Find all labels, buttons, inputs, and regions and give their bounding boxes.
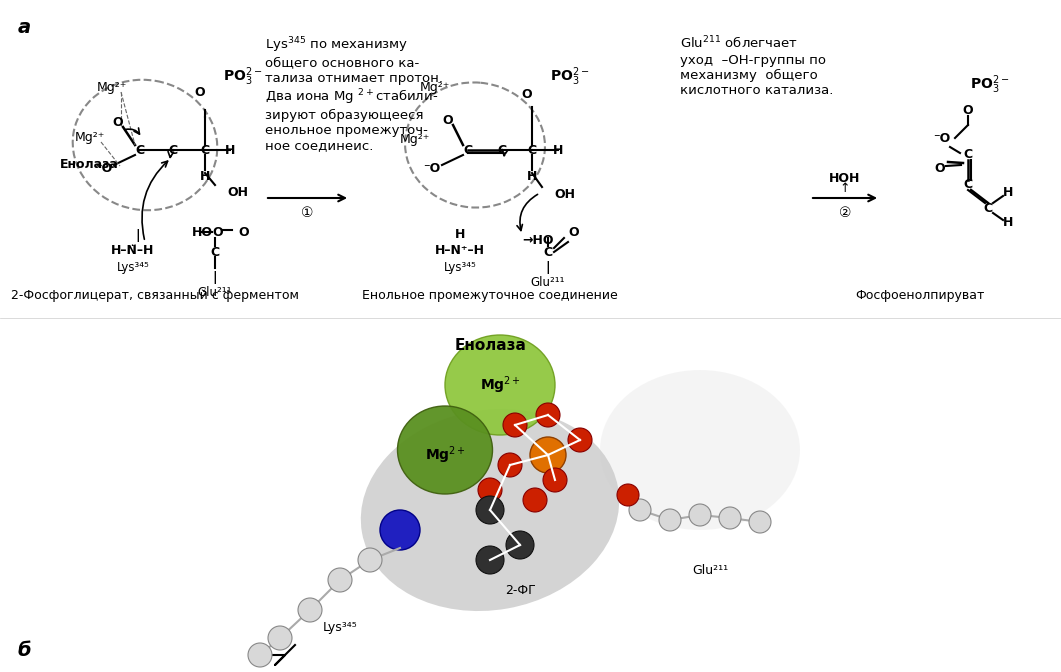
Text: C: C [963,179,973,192]
Text: Mg$^{2+}$: Mg$^{2+}$ [480,374,521,396]
Text: H–N⁺–H: H–N⁺–H [435,243,485,257]
Text: б: б [18,641,32,660]
Text: Lys³⁴⁵: Lys³⁴⁵ [117,261,150,274]
Text: Lys³⁴⁵: Lys³⁴⁵ [443,261,476,274]
Circle shape [380,510,420,550]
Text: H: H [199,171,210,183]
Circle shape [268,626,292,650]
Circle shape [523,488,547,512]
Text: a: a [18,18,31,37]
Text: 2-Фосфоглицерат, связанный с ферментом: 2-Фосфоглицерат, связанный с ферментом [11,288,299,302]
Text: H: H [1003,216,1013,230]
Text: O: O [442,114,453,126]
Text: Mg²⁺: Mg²⁺ [420,81,450,93]
Text: ②: ② [839,206,851,220]
Text: →HO: →HO [522,233,554,247]
Text: Фосфоенолпируват: Фосфоенолпируват [855,288,985,302]
Circle shape [503,413,527,437]
Circle shape [479,478,502,502]
Text: |: | [212,271,218,284]
Text: Lys$^{345}$ по механизму
общего основного ка-
тализа отнимает протон.
Два иона M: Lys$^{345}$ по механизму общего основног… [265,35,443,152]
Text: H: H [527,171,537,183]
Text: ①: ① [300,206,313,220]
Text: Mg²⁺: Mg²⁺ [97,81,127,93]
Text: Енолаза: Енолаза [60,159,119,171]
Text: Glu²¹¹: Glu²¹¹ [692,564,728,577]
Text: Lys³⁴⁵: Lys³⁴⁵ [323,622,358,634]
Ellipse shape [445,335,555,435]
Text: OH: OH [554,189,575,202]
Circle shape [298,598,321,622]
Ellipse shape [601,370,800,530]
Text: C: C [984,202,992,214]
Circle shape [328,568,352,592]
Text: C: C [498,144,506,157]
Circle shape [689,504,711,526]
Circle shape [476,546,504,574]
Text: O: O [238,226,248,239]
Circle shape [506,531,534,559]
Circle shape [530,437,566,473]
Circle shape [568,428,592,452]
Text: ↑: ↑ [839,181,850,194]
Text: O: O [935,161,945,175]
Text: HOH: HOH [830,171,860,185]
Circle shape [659,509,681,531]
Text: Енолаза: Енолаза [455,337,527,353]
Text: H: H [553,144,563,157]
Circle shape [248,643,272,667]
Circle shape [358,548,382,572]
Text: C: C [210,245,220,259]
Text: Glu²¹¹: Glu²¹¹ [530,276,566,288]
Circle shape [543,468,567,492]
Text: C: C [136,144,144,157]
Text: PO$_3^{2-}$: PO$_3^{2-}$ [550,66,589,88]
Circle shape [618,484,639,506]
Text: ⁻O: ⁻O [423,161,440,175]
Text: ⁻O: ⁻O [95,161,112,175]
Text: OH: OH [227,187,248,200]
Text: PO$_3^{2-}$: PO$_3^{2-}$ [970,74,1009,96]
Text: Mg²⁺: Mg²⁺ [400,134,431,146]
Text: Енольное промежуточное соединение: Енольное промежуточное соединение [362,288,618,302]
Text: C: C [543,245,553,259]
Text: H: H [225,144,236,157]
Text: C: C [527,144,537,157]
Text: O: O [112,116,123,128]
Circle shape [719,507,741,529]
Text: O: O [962,103,973,116]
Circle shape [629,499,651,521]
Text: H–N̈–H: H–N̈–H [111,243,155,257]
Circle shape [476,496,504,524]
Text: |: | [136,228,140,241]
Text: O: O [568,226,578,239]
Text: O: O [522,89,533,101]
Circle shape [749,511,771,533]
Text: Glu²¹¹: Glu²¹¹ [197,286,232,298]
Text: H: H [1003,187,1013,200]
Text: C: C [464,144,472,157]
Text: 2-ФГ: 2-ФГ [505,583,536,597]
Text: Mg$^{2+}$: Mg$^{2+}$ [424,444,466,466]
Text: Glu$^{211}$ облегчает
уход  –OH-группы по
механизму  общего
кислотного катализа.: Glu$^{211}$ облегчает уход –OH-группы по… [680,35,833,97]
Text: O: O [212,226,223,239]
Text: C: C [201,144,210,157]
Text: O: O [194,87,206,99]
Text: C: C [169,144,177,157]
Text: C: C [963,149,973,161]
Ellipse shape [398,406,492,494]
Text: H: H [455,228,465,241]
Ellipse shape [361,409,620,611]
Text: HO: HO [192,226,213,239]
Text: |: | [545,261,551,274]
Text: ⁻O: ⁻O [934,132,951,144]
Circle shape [498,453,522,477]
Text: Mg²⁺: Mg²⁺ [75,130,105,144]
Circle shape [536,403,560,427]
Text: PO$_3^{2-}$: PO$_3^{2-}$ [223,66,262,88]
